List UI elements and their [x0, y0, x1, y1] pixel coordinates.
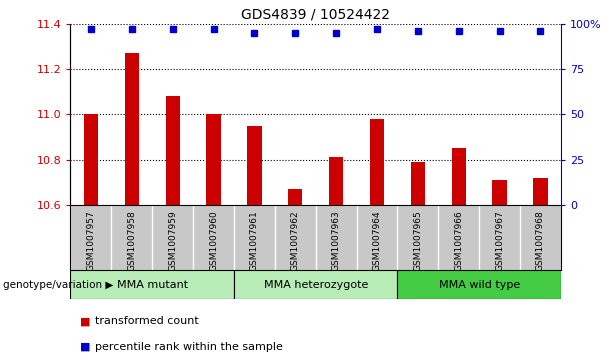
Bar [397, 270, 561, 299]
Bar [234, 270, 397, 299]
Text: MMA wild type: MMA wild type [438, 280, 520, 290]
Title: GDS4839 / 10524422: GDS4839 / 10524422 [241, 7, 390, 21]
Text: GSM1007961: GSM1007961 [250, 210, 259, 271]
Text: GSM1007958: GSM1007958 [128, 210, 136, 271]
Text: ■: ■ [80, 316, 90, 326]
Bar [124, 53, 139, 205]
Text: GSM1007960: GSM1007960 [209, 210, 218, 271]
Text: GSM1007966: GSM1007966 [454, 210, 463, 271]
Bar [288, 189, 302, 205]
Text: GSM1007963: GSM1007963 [332, 210, 341, 271]
Text: GSM1007967: GSM1007967 [495, 210, 504, 271]
Text: GSM1007964: GSM1007964 [373, 210, 381, 271]
Text: MMA mutant: MMA mutant [116, 280, 188, 290]
Text: GSM1007965: GSM1007965 [413, 210, 422, 271]
Text: genotype/variation ▶: genotype/variation ▶ [3, 280, 113, 290]
Text: percentile rank within the sample: percentile rank within the sample [95, 342, 283, 352]
Bar [492, 180, 507, 205]
Bar [329, 158, 343, 205]
Bar [166, 96, 180, 205]
Text: transformed count: transformed count [95, 316, 199, 326]
Bar [533, 178, 547, 205]
Bar [370, 119, 384, 205]
Bar [207, 114, 221, 205]
Text: GSM1007957: GSM1007957 [86, 210, 96, 271]
Bar [411, 162, 425, 205]
Text: ■: ■ [80, 342, 90, 352]
Text: GSM1007962: GSM1007962 [291, 210, 300, 271]
Text: GSM1007968: GSM1007968 [536, 210, 545, 271]
Text: GSM1007959: GSM1007959 [168, 210, 177, 271]
Bar [84, 114, 98, 205]
Bar [452, 148, 466, 205]
Bar [70, 270, 234, 299]
Bar [247, 126, 262, 205]
Text: MMA heterozygote: MMA heterozygote [264, 280, 368, 290]
